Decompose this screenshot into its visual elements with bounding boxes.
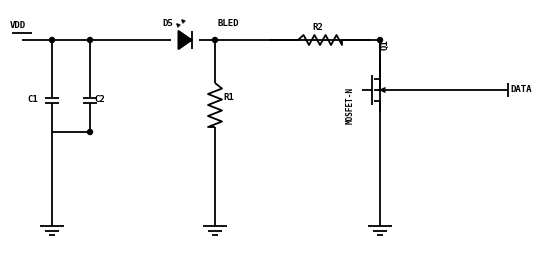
Circle shape bbox=[377, 37, 383, 43]
Text: D5: D5 bbox=[162, 19, 173, 28]
Text: C2: C2 bbox=[94, 95, 105, 104]
Text: R2: R2 bbox=[312, 23, 323, 32]
Text: R1: R1 bbox=[223, 92, 234, 101]
Circle shape bbox=[212, 37, 218, 43]
Polygon shape bbox=[178, 31, 191, 49]
Text: C1: C1 bbox=[27, 95, 38, 104]
Text: Q1: Q1 bbox=[381, 39, 390, 50]
Text: DATA: DATA bbox=[510, 86, 531, 95]
Circle shape bbox=[87, 37, 93, 43]
Text: BLED: BLED bbox=[217, 19, 238, 28]
Text: MOSFET-N: MOSFET-N bbox=[345, 87, 355, 123]
Text: VDD: VDD bbox=[10, 21, 26, 30]
Circle shape bbox=[50, 37, 54, 43]
Circle shape bbox=[87, 130, 93, 134]
